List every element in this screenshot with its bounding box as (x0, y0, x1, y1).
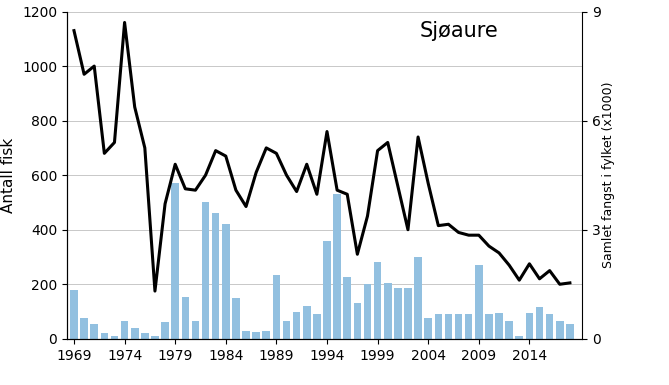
Bar (475, 265, 482, 339)
Bar (526, 313, 533, 339)
Bar (303, 306, 310, 339)
Bar (272, 275, 280, 339)
Bar (70, 290, 78, 339)
Bar (222, 224, 229, 339)
Y-axis label: Samlet fangst i fylket (x1000): Samlet fangst i fylket (x1000) (603, 82, 615, 268)
Bar (171, 183, 179, 339)
Bar (505, 321, 513, 339)
Bar (424, 318, 432, 339)
Bar (80, 318, 88, 339)
Bar (394, 288, 401, 339)
Bar (151, 336, 159, 339)
Y-axis label: Antall fisk: Antall fisk (1, 137, 17, 213)
Bar (212, 213, 219, 339)
Bar (414, 257, 422, 339)
Bar (313, 314, 320, 339)
Bar (121, 321, 128, 339)
Bar (100, 333, 108, 339)
Bar (435, 314, 442, 339)
Bar (353, 303, 361, 339)
Text: Sjøaure: Sjøaure (419, 21, 498, 41)
Bar (546, 314, 553, 339)
Bar (455, 314, 462, 339)
Bar (252, 332, 260, 339)
Bar (556, 321, 563, 339)
Bar (536, 308, 543, 339)
Bar (404, 288, 411, 339)
Bar (445, 314, 452, 339)
Bar (191, 321, 199, 339)
Bar (283, 321, 290, 339)
Bar (90, 324, 98, 339)
Bar (516, 336, 523, 339)
Bar (110, 336, 118, 339)
Bar (485, 314, 492, 339)
Bar (242, 331, 250, 339)
Bar (465, 314, 472, 339)
Bar (181, 296, 189, 339)
Bar (566, 324, 574, 339)
Bar (333, 194, 341, 339)
Bar (202, 203, 209, 339)
Bar (131, 328, 138, 339)
Bar (232, 298, 240, 339)
Bar (343, 278, 351, 339)
Bar (374, 263, 381, 339)
Bar (262, 331, 270, 339)
Bar (384, 283, 391, 339)
Bar (495, 313, 503, 339)
Bar (364, 284, 371, 339)
Bar (323, 241, 330, 339)
Bar (161, 323, 169, 339)
Bar (141, 333, 149, 339)
Bar (293, 311, 300, 339)
